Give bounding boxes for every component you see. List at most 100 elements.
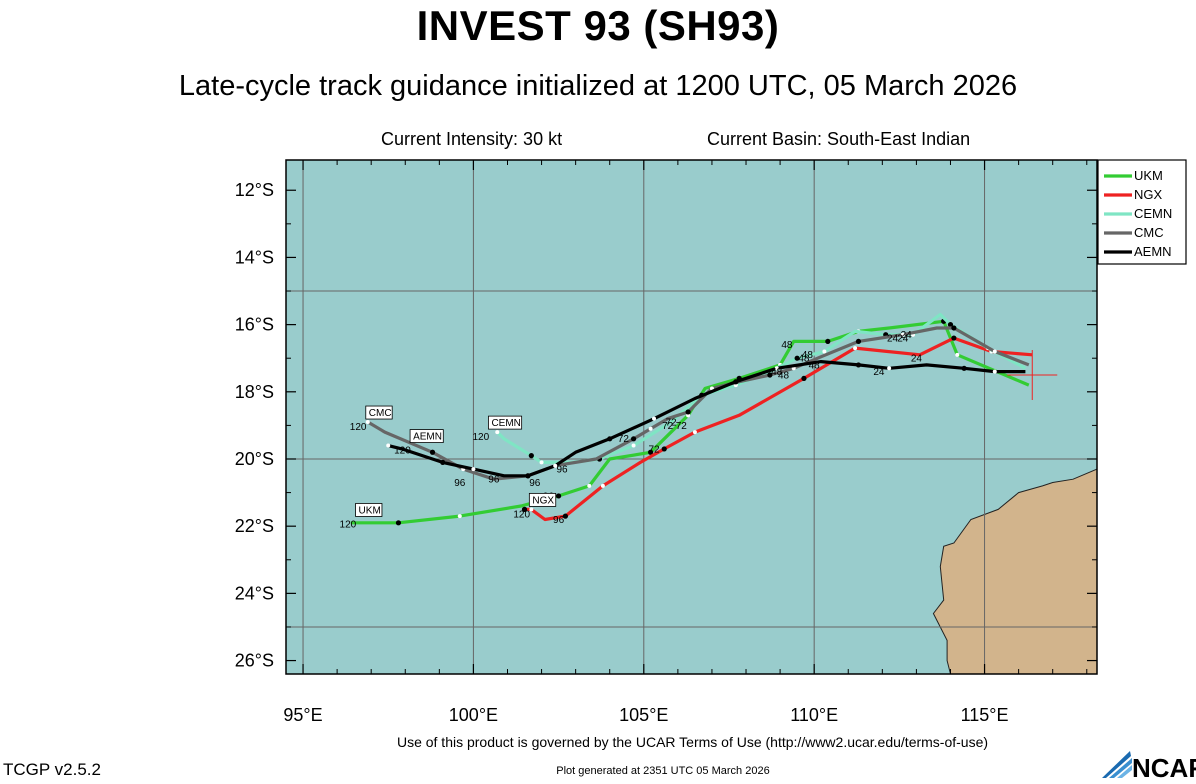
legend: UKM NGX CEMN CMC AEMN bbox=[1097, 159, 1187, 265]
forecast-hour-label: 96 bbox=[529, 478, 541, 489]
model-end-name: UKM bbox=[359, 505, 381, 516]
forecast-hour-label: 48 bbox=[798, 354, 810, 365]
forecast-hour-label: 72 bbox=[665, 417, 677, 428]
track-point-12h bbox=[587, 483, 592, 488]
model-end-name: NGX bbox=[532, 495, 554, 506]
forecast-hour-label: 48 bbox=[802, 350, 814, 361]
track-point-24h bbox=[562, 513, 569, 519]
track-point-12h bbox=[652, 416, 657, 421]
forecast-hour-label: 48 bbox=[771, 367, 783, 378]
model-end-name: CMC bbox=[369, 408, 392, 419]
track-layer bbox=[350, 312, 1033, 526]
model-end-hour: 120 bbox=[394, 446, 411, 457]
track-point-24h bbox=[685, 409, 691, 415]
y-tick-label: 20°S bbox=[235, 449, 274, 469]
forecast-hour-label: 96 bbox=[553, 515, 565, 526]
y-tick-label: 16°S bbox=[235, 315, 274, 335]
forecast-hour-label: 96 bbox=[556, 464, 568, 475]
track-point-24h bbox=[525, 473, 531, 479]
track-point-24h bbox=[429, 449, 436, 455]
model-end-tag bbox=[409, 429, 444, 443]
y-tick-label: 14°S bbox=[235, 247, 274, 267]
plot-frame bbox=[285, 159, 1098, 675]
y-tick-label: 22°S bbox=[235, 516, 274, 536]
model-end-tag bbox=[365, 405, 393, 420]
track-point-12h bbox=[992, 369, 997, 374]
current-intensity: Current Intensity: 30 kt bbox=[381, 129, 563, 149]
legend-label-ukm: UKM bbox=[1134, 168, 1163, 183]
track-point-24h bbox=[630, 436, 637, 442]
model-end-hour: 120 bbox=[472, 432, 489, 443]
model-end-name: AEMN bbox=[413, 432, 442, 443]
forecast-hour-label: 24 bbox=[873, 367, 885, 378]
track-point-24h bbox=[395, 520, 402, 526]
track-point-24h bbox=[440, 459, 446, 465]
track-point-12h bbox=[553, 463, 558, 468]
track-point-12h bbox=[648, 426, 653, 431]
track-point-12h bbox=[887, 366, 892, 371]
legend-label-aemn: AEMN bbox=[1134, 244, 1172, 259]
forecast-hour-label: 48 bbox=[809, 360, 821, 371]
forecast-hour-label: 24 bbox=[901, 330, 913, 341]
y-tick-label: 24°S bbox=[235, 583, 274, 603]
y-tick-label: 12°S bbox=[235, 180, 274, 200]
model-end-name: CEMN bbox=[491, 418, 520, 429]
track-point-24h bbox=[733, 379, 739, 385]
track-point-24h bbox=[951, 335, 957, 341]
track-point-12h bbox=[539, 460, 544, 465]
track-point-24h bbox=[521, 506, 528, 512]
track-point-12h bbox=[853, 346, 858, 351]
model-end-tag bbox=[488, 415, 523, 430]
track-point-24h bbox=[825, 338, 831, 345]
track-point-12h bbox=[495, 430, 500, 435]
axis-layer: 95°E 100°E 105°E 110°E 115°E 12°S 14°S 16°S 18°S… bbox=[235, 160, 1097, 725]
model-end-tag bbox=[355, 503, 383, 517]
track-point-24h bbox=[767, 372, 773, 378]
ncar-logo: NCAR bbox=[1100, 745, 1196, 783]
track-point-24h bbox=[607, 436, 613, 442]
track-point-24h bbox=[801, 375, 807, 381]
track-point-24h bbox=[648, 449, 654, 455]
forecast-hour-label: 24 bbox=[897, 333, 909, 344]
version-label: TCGP v2.5.2 bbox=[3, 760, 101, 779]
generated-time: Plot generated at 2351 UTC 05 March 2026 bbox=[556, 765, 770, 777]
forecast-hour-label: 72 bbox=[662, 421, 674, 432]
current-basin: Current Basin: South-East Indian bbox=[707, 129, 971, 149]
x-tick-label: 115°E bbox=[961, 705, 1009, 725]
legend-label-cmc: CMC bbox=[1134, 225, 1164, 240]
forecast-hour-label: 96 bbox=[488, 475, 500, 486]
track-point-24h bbox=[951, 325, 957, 331]
track-point-24h bbox=[961, 365, 967, 371]
track-point-12h bbox=[900, 332, 905, 337]
forecast-hour-label: 48 bbox=[781, 340, 793, 351]
x-tick-label: 95°E bbox=[283, 705, 322, 725]
forecast-hour-label: 24 bbox=[911, 354, 923, 365]
track-point-12h bbox=[692, 430, 697, 435]
track-point-12h bbox=[386, 443, 391, 448]
track-point-24h bbox=[661, 446, 667, 452]
grid-lines bbox=[286, 160, 1097, 674]
track-point-24h bbox=[855, 362, 862, 368]
x-tick-label: 105°E bbox=[619, 705, 668, 725]
track-point-24h bbox=[855, 338, 862, 345]
ncar-logo-icon bbox=[1102, 751, 1132, 778]
forecast-hour-label: 96 bbox=[454, 478, 466, 489]
chart-subtitle: Late-cycle track guidance initialized at… bbox=[178, 70, 1018, 102]
model-end-hour: 120 bbox=[513, 509, 530, 520]
land-layer bbox=[932, 468, 1097, 674]
track-point-12h bbox=[365, 420, 370, 425]
chart-title: INVEST 93 (SH93) bbox=[416, 2, 780, 49]
x-tick-label: 110°E bbox=[790, 705, 838, 725]
model-end-tag bbox=[528, 492, 557, 507]
track-point-12h bbox=[529, 507, 534, 512]
forecast-hour-label: 48 bbox=[778, 370, 790, 381]
ncar-logo-text: NCAR bbox=[1132, 753, 1196, 783]
forecast-hour-label: 72 bbox=[648, 444, 660, 455]
track-point-12h bbox=[631, 443, 636, 448]
forecast-hour-label: 24 bbox=[887, 333, 899, 344]
model-end-hour: 120 bbox=[340, 519, 357, 530]
track-point-12h bbox=[457, 514, 462, 519]
track-point-12h bbox=[955, 352, 960, 357]
australia-landmass bbox=[932, 468, 1097, 674]
